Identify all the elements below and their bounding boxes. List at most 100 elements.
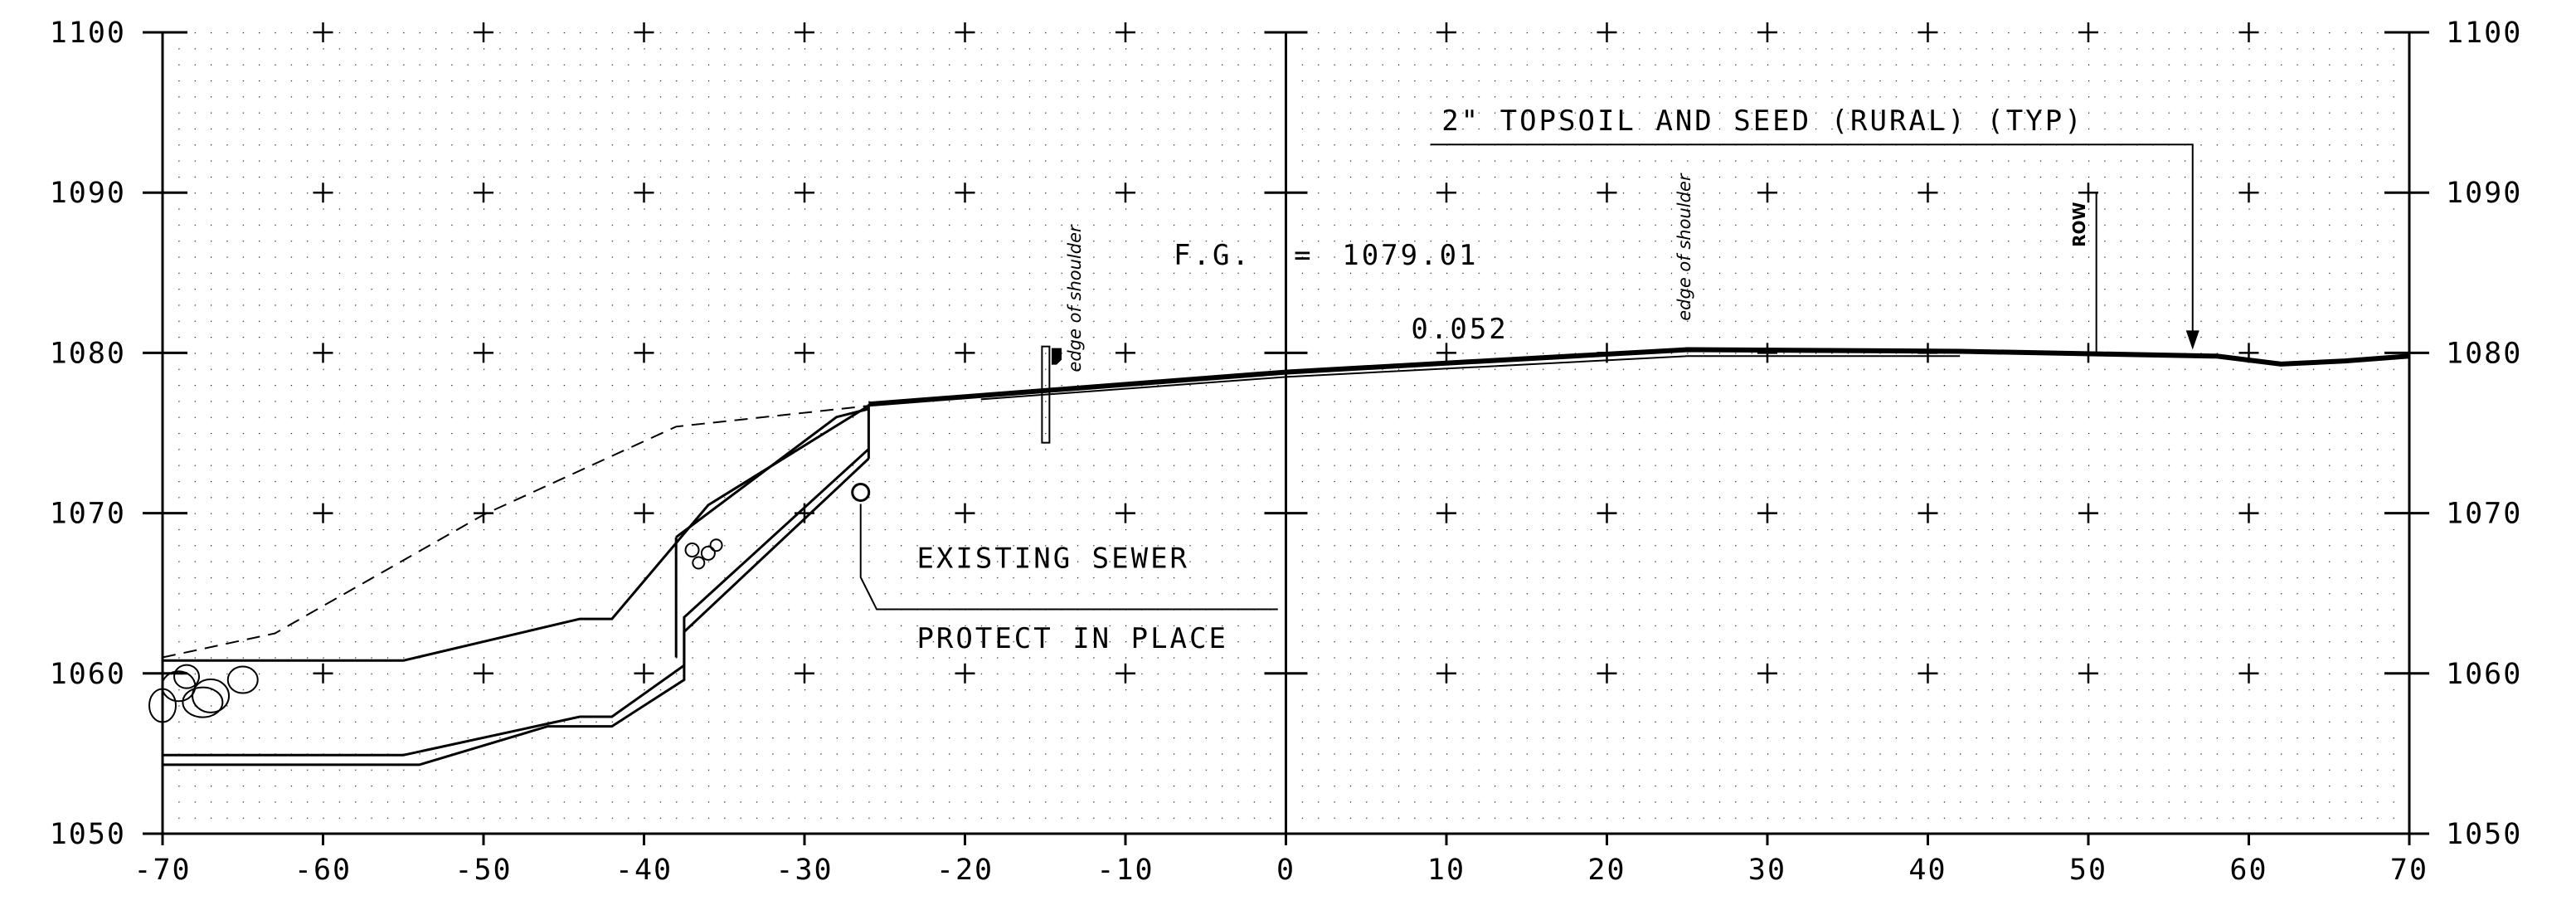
grid-cross-markers	[313, 22, 2259, 684]
x-tick-label: 30	[1748, 854, 1786, 887]
x-tick-label: -30	[775, 854, 833, 887]
existing-ground-line	[162, 405, 869, 659]
axis-frame	[143, 31, 2429, 845]
retaining-wall-face	[674, 404, 870, 658]
y-tick-label-right: 1100	[2446, 17, 2522, 50]
grid-cross	[955, 182, 975, 203]
guardrail-block	[1051, 348, 1062, 365]
grid-cross	[1436, 182, 1456, 203]
grid-cross	[634, 503, 654, 523]
excavation-inner-line	[675, 407, 869, 538]
grid-cross	[955, 22, 975, 42]
grid-cross	[1757, 663, 1777, 684]
grid-cross	[1917, 22, 1938, 42]
grid-cross	[1757, 503, 1777, 523]
grid-cross	[2078, 22, 2098, 42]
grid-cross	[634, 182, 654, 203]
grid-cross	[1917, 182, 1938, 203]
grid-cross	[795, 663, 814, 684]
grid-cross	[1597, 22, 1617, 42]
grid-cross	[795, 22, 814, 42]
grid-cross	[474, 503, 493, 523]
rock	[182, 686, 224, 718]
grid-cross	[1917, 663, 1938, 684]
grid-cross	[1757, 22, 1777, 42]
x-tick-label: 50	[2069, 854, 2107, 887]
grid-cross	[474, 663, 493, 684]
grid-cross	[1436, 663, 1456, 684]
y-tick-label-left: 1050	[50, 818, 126, 851]
rock-small	[692, 556, 706, 570]
x-tick-label: 20	[1587, 854, 1626, 887]
topsoil-arrowhead	[2185, 330, 2199, 350]
rock-small	[709, 538, 723, 552]
grid-cross	[313, 503, 333, 523]
y-tick-label-right: 1090	[2446, 177, 2522, 210]
grid-cross	[2238, 503, 2259, 523]
x-tick-label: 10	[1427, 854, 1465, 887]
grid-cross	[2078, 503, 2098, 523]
grid-cross	[634, 343, 654, 363]
grid-cross	[2078, 663, 2098, 684]
y-tick-label-right: 1050	[2446, 818, 2522, 851]
x-tick-label: 70	[2390, 854, 2428, 887]
rock	[173, 664, 201, 689]
y-tick-label-right: 1070	[2446, 498, 2522, 531]
x-tick-label: 0	[1276, 854, 1295, 887]
right-of-way-label: ROW	[2069, 202, 2089, 246]
pavement-bottom-line	[980, 355, 1961, 401]
rock-small	[700, 545, 716, 561]
rock	[148, 688, 177, 723]
topsoil-note: 2" TOPSOIL AND SEED (RURAL) (TYP)	[1441, 105, 2084, 138]
grid-cross	[474, 22, 493, 42]
finished-grade-label: F.G.	[1174, 239, 1252, 272]
finished-grade-equals: =	[1294, 239, 1313, 272]
grid-cross	[1597, 663, 1617, 684]
y-tick-label-left: 1080	[50, 337, 126, 370]
x-axis-tick-labels: -70 -60 -50 -40 -30 -20 -10 0 10 20 30 40 50 60 70	[134, 854, 2428, 887]
x-tick-label: -50	[454, 854, 512, 887]
x-tick-label: -60	[294, 854, 352, 887]
grid-cross	[1757, 343, 1777, 363]
topsoil-leader-line	[1430, 144, 2194, 340]
grid-cross	[1436, 503, 1456, 523]
grid-cross	[313, 343, 333, 363]
x-tick-label: -20	[936, 854, 994, 887]
x-tick-label: 40	[1908, 854, 1947, 887]
rock	[226, 665, 259, 694]
grid-cross	[955, 503, 975, 523]
right-of-way-line	[2088, 192, 2097, 353]
edge-of-shoulder-left-label: edge of shoulder	[1065, 224, 1085, 372]
rock	[192, 678, 231, 713]
grid-cross	[2238, 663, 2259, 684]
rock-small	[684, 543, 700, 558]
edge-of-shoulder-right-label: edge of shoulder	[1674, 173, 1694, 321]
right-y-axis-tick-labels: 1100 1090 1080 1070 1060 1050	[2446, 17, 2522, 851]
x-tick-label: -70	[134, 854, 191, 887]
grid-cross	[1757, 182, 1777, 203]
sewer-note-line2: PROTECT IN PLACE	[916, 622, 1228, 655]
riprap-rocks	[148, 538, 723, 723]
excavation-bottom-line	[163, 448, 870, 757]
x-tick-label: -40	[615, 854, 673, 887]
grid-cross	[1597, 503, 1617, 523]
sewer-pipe-icon	[851, 482, 871, 502]
grid-cross	[634, 22, 654, 42]
x-tick-label: 60	[2229, 854, 2267, 887]
y-tick-label-left: 1070	[50, 498, 126, 531]
grid-cross	[795, 343, 814, 363]
grid-cross	[1115, 22, 1135, 42]
sewer-note-line1: EXISTING SEWER	[916, 542, 1189, 575]
y-tick-label-left: 1060	[50, 658, 126, 691]
grid-cross	[1115, 182, 1135, 203]
grid-cross	[313, 663, 333, 684]
sewer-leader-line	[859, 504, 1278, 611]
guardrail-post	[1041, 345, 1051, 444]
excavation-top-line	[163, 404, 870, 662]
grid-cross	[955, 663, 975, 684]
y-tick-label-left: 1090	[50, 177, 126, 210]
left-y-axis-tick-labels: 1100 1090 1080 1070 1060 1050	[50, 17, 126, 851]
grid-cross	[313, 182, 333, 203]
grid-cross	[795, 182, 814, 203]
grid-cross	[313, 22, 333, 42]
